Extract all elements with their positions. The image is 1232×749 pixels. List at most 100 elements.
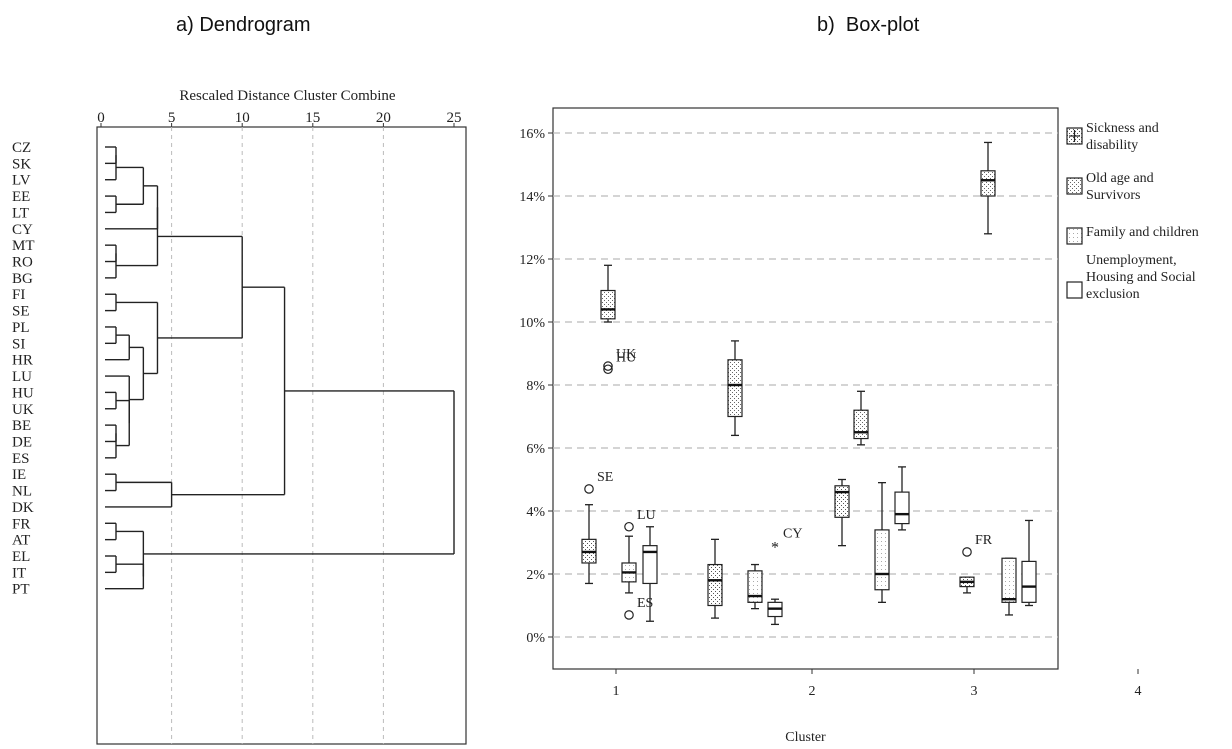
- legend-label-line: Unemployment,: [1086, 253, 1177, 268]
- dendrogram-leaf-label: FI: [12, 287, 25, 303]
- box-1-0: [707, 538, 723, 619]
- box-body: [853, 409, 869, 440]
- dendrogram-leaf-label: SI: [12, 336, 25, 352]
- box-2-2: [874, 481, 890, 603]
- outlier-circle-marker: [962, 547, 972, 557]
- dendrogram-leaf-label: FR: [12, 516, 30, 532]
- box-0-3: [642, 526, 658, 622]
- box-body: [1001, 557, 1017, 603]
- legend-label-line: disability: [1086, 138, 1138, 153]
- outlier-label: ES: [637, 596, 653, 611]
- box-body: [600, 289, 616, 320]
- box-body: [642, 545, 658, 585]
- legend-label: Sickness and disability: [1086, 121, 1159, 153]
- boxplot-frame: [552, 107, 1059, 670]
- outlier-label: CY: [783, 527, 802, 542]
- box-1-2: [747, 563, 763, 610]
- dendrogram-tick-label: 10: [235, 110, 250, 126]
- box-body: [727, 359, 743, 418]
- legend-label-line: Family and children: [1086, 225, 1199, 240]
- dendrogram-leaf-label: EE: [12, 189, 30, 205]
- dendrogram-leaf-label: HU: [12, 385, 34, 401]
- box-1-3: [767, 598, 783, 626]
- box-body: [834, 485, 850, 518]
- outlier-label: UK: [616, 347, 636, 362]
- outlier-circle-marker: [624, 521, 634, 532]
- outlier-circle-marker: [603, 361, 613, 371]
- box-body: [980, 170, 996, 197]
- dendrogram-tick-label: 20: [376, 110, 391, 126]
- legend-label-line: Housing and Social: [1086, 270, 1196, 285]
- dendrogram-leaf-label: RO: [12, 255, 33, 271]
- legend-label-line: Sickness and: [1086, 121, 1159, 136]
- dendrogram-frame: [96, 126, 467, 745]
- dendrogram-leaf-label: ES: [12, 451, 30, 467]
- dendrogram-leaf-label: CY: [12, 222, 33, 238]
- boxplot-xtick-label: 4: [1135, 684, 1142, 699]
- boxplot-ytick-label: 2%: [526, 568, 545, 583]
- dendrogram-leaf-label: AT: [12, 533, 30, 549]
- legend-item: [1066, 177, 1083, 195]
- outlier-circle-marker: [624, 610, 634, 620]
- boxplot-ytick-label: 6%: [526, 442, 545, 457]
- dendrogram-leaf-label: IE: [12, 467, 26, 483]
- legend-label: Family and children: [1086, 225, 1199, 240]
- box-3-1: [980, 141, 996, 235]
- boxplot-ytick-label: 4%: [526, 505, 545, 520]
- dendrogram-leaf-label: SE: [12, 304, 30, 320]
- dendrogram-leaf-label: UK: [12, 402, 34, 418]
- boxplot-xtick-label: 3: [971, 684, 978, 699]
- outlier-circle-marker: [603, 364, 613, 375]
- dendrogram-leaf-label: HR: [12, 353, 33, 369]
- box-3-3: [1021, 519, 1037, 607]
- dendrogram-link: [143, 390, 455, 555]
- box-0-0: [581, 504, 597, 585]
- boxplot-ytick-label: 0%: [526, 631, 545, 646]
- dendrogram-leaf-label: DK: [12, 500, 34, 516]
- legend-swatch: [1066, 281, 1083, 299]
- boxplot-xtick-label: 1: [613, 684, 620, 699]
- boxplot-xlabel: Cluster: [785, 730, 826, 745]
- box-2-0: [834, 478, 850, 547]
- outlier-star-marker: *: [771, 540, 779, 557]
- legend-label-line: exclusion: [1086, 287, 1140, 302]
- dendrogram-leaf-label: DE: [12, 434, 32, 450]
- dendrogram-chart: Rescaled Distance Cluster Combine 0 5 10 15 2…: [12, 88, 467, 745]
- dendrogram-leaf-label: EL: [12, 549, 30, 565]
- box-1-1: [727, 340, 743, 437]
- legend-label-line: Old age and: [1086, 171, 1154, 186]
- legend-label: Old age and Survivors: [1086, 171, 1154, 203]
- boxplot-ytick-label: 16%: [519, 127, 545, 142]
- dendrogram-leaf-label: PT: [12, 582, 30, 598]
- boxplot-ytick-label: 10%: [519, 316, 545, 331]
- legend-swatch: [1066, 177, 1083, 195]
- outlier-circle-marker: [584, 484, 594, 494]
- dendrogram-leaf-label: LT: [12, 205, 29, 221]
- dendrogram-leaf-label: LU: [12, 369, 32, 385]
- box-2-3: [894, 466, 910, 531]
- legend-label-line: Survivors: [1086, 188, 1140, 203]
- dendrogram-leaf-label: BE: [12, 418, 31, 434]
- box-body: [894, 491, 910, 525]
- boxplot-ytick-label: 12%: [519, 253, 545, 268]
- dendrogram-panel-title: a) Dendrogram: [176, 14, 311, 36]
- box-body: [747, 570, 763, 603]
- dendrogram-tick-label: 15: [305, 110, 320, 126]
- dendrogram-tick-label: 25: [447, 110, 462, 126]
- dendrogram-leaf-label: LV: [12, 173, 31, 189]
- dendrogram-leaf-label: BG: [12, 271, 33, 287]
- box-body: [1021, 560, 1037, 603]
- boxplot-xtick-label: 2: [809, 684, 816, 699]
- dendrogram-leaf-label: SK: [12, 156, 31, 172]
- legend-item: [1066, 227, 1083, 245]
- boxplot-panel-title: b) Box-plot: [817, 14, 920, 36]
- boxplot-ytick-label: 14%: [519, 190, 545, 205]
- dendrogram-leaf-label: IT: [12, 565, 26, 581]
- legend-label: Unemployment, Housing and Social exclusion: [1086, 253, 1196, 302]
- legend-item: [1066, 281, 1083, 299]
- legend-swatch: [1066, 227, 1083, 245]
- box-0-2: [621, 535, 637, 594]
- dendrogram-axis-title: Rescaled Distance Cluster Combine: [179, 88, 396, 104]
- legend-item: [1066, 127, 1083, 145]
